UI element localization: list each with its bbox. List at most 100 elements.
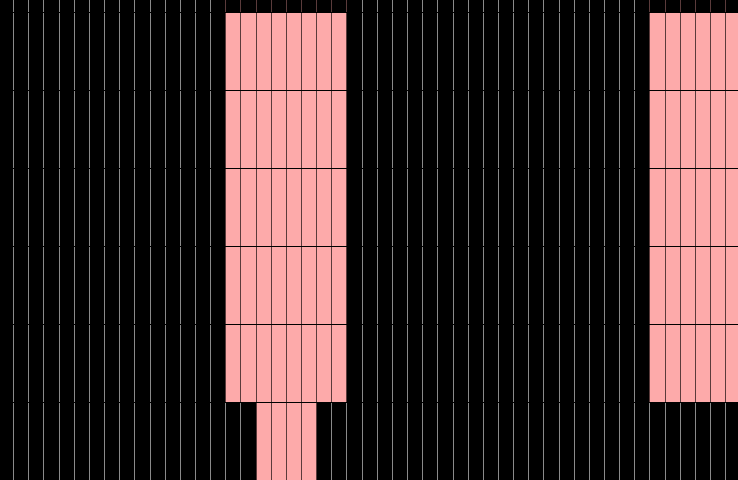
filled-cell [680,324,695,402]
grid-line-vertical [180,246,181,324]
grid-line-vertical [422,324,423,402]
grid-line-vertical [498,324,499,402]
grid-line-vertical [543,402,544,480]
grid-line-vertical [589,324,590,402]
grid-line-vertical [695,402,696,480]
filled-cell [271,324,286,402]
filled-cell [665,90,680,168]
grid-line-vertical [13,246,14,324]
grid-line-vertical [634,0,635,90]
filled-cell [225,168,240,246]
grid-line-vertical [574,90,575,168]
grid-line-vertical [695,0,696,90]
grid-line-vertical [195,324,196,402]
grid-line-vertical [104,90,105,168]
grid-line-vertical [559,324,560,402]
grid-line-vertical [316,90,317,168]
grid-line-vertical [89,402,90,480]
grid-line-vertical [28,402,29,480]
grid-line-vertical [195,90,196,168]
grid-line-vertical [498,90,499,168]
filled-cell [225,324,240,402]
grid-line-vertical [43,246,44,324]
grid-line-vertical [271,90,272,168]
grid-line-vertical [28,90,29,168]
grid-line-vertical [225,246,226,324]
grid-line-vertical [468,90,469,168]
filled-cell [225,90,240,168]
grid-line-vertical [543,246,544,324]
filled-cell [256,12,271,90]
grid-line-vertical [649,246,650,324]
grid-line-vertical [513,168,514,246]
grid-line-vertical [392,90,393,168]
grid-line-vertical [134,0,135,90]
filled-cell [286,402,301,480]
grid-line-vertical [256,90,257,168]
grid-line-vertical [649,90,650,168]
grid-line-vertical [286,90,287,168]
grid-line-vertical [392,0,393,90]
grid-line-vertical [271,402,272,480]
grid-line-vertical [134,402,135,480]
grid-line-horizontal [0,246,738,247]
grid-line-vertical [210,246,211,324]
grid-line-vertical [165,402,166,480]
grid-line-vertical [604,168,605,246]
grid-line-vertical [271,246,272,324]
filled-cell [256,90,271,168]
grid-line-vertical [589,0,590,90]
grid-line-vertical [286,0,287,90]
grid-line-vertical [346,0,347,90]
grid-line-vertical [119,0,120,90]
grid-line-vertical [513,246,514,324]
grid-line-vertical [316,324,317,402]
grid-line-vertical [665,90,666,168]
grid-line-vertical [680,168,681,246]
grid-line-vertical [195,246,196,324]
filled-cell [649,168,665,246]
grid-line-vertical [392,402,393,480]
grid-line-vertical [180,324,181,402]
grid-line-vertical [437,246,438,324]
grid-line-vertical [725,246,726,324]
filled-cell [225,12,240,90]
filled-cell [331,90,346,168]
grid-line-vertical [256,0,257,90]
grid-line-vertical [256,324,257,402]
grid-line-vertical [710,168,711,246]
grid-line-vertical [407,0,408,90]
grid-line-vertical [649,0,650,90]
grid-line-vertical [574,324,575,402]
grid-line-vertical [104,324,105,402]
grid-line-vertical [634,324,635,402]
grid-line-vertical [225,324,226,402]
filled-cell [695,90,710,168]
grid-line-vertical [59,402,60,480]
grid-line-vertical [392,246,393,324]
grid-line-vertical [619,0,620,90]
grid-line-vertical [604,90,605,168]
grid-line-vertical [498,402,499,480]
grid-line-vertical [559,246,560,324]
grid-line-vertical [422,90,423,168]
grid-line-vertical [407,402,408,480]
grid-line-vertical [13,402,14,480]
grid-line-vertical [468,168,469,246]
grid-line-vertical [543,324,544,402]
grid-line-vertical [13,324,14,402]
grid-line-vertical [543,90,544,168]
grid-line-vertical [604,246,605,324]
grid-line-vertical [589,168,590,246]
filled-cell [240,324,256,402]
filled-cell [256,168,271,246]
grid-line-vertical [331,168,332,246]
filled-cell [710,324,725,402]
grid-line-vertical [680,246,681,324]
grid-line-vertical [104,168,105,246]
grid-line-vertical [316,246,317,324]
grid-line-vertical [407,90,408,168]
filled-cell [316,324,331,402]
grid-line-vertical [407,246,408,324]
